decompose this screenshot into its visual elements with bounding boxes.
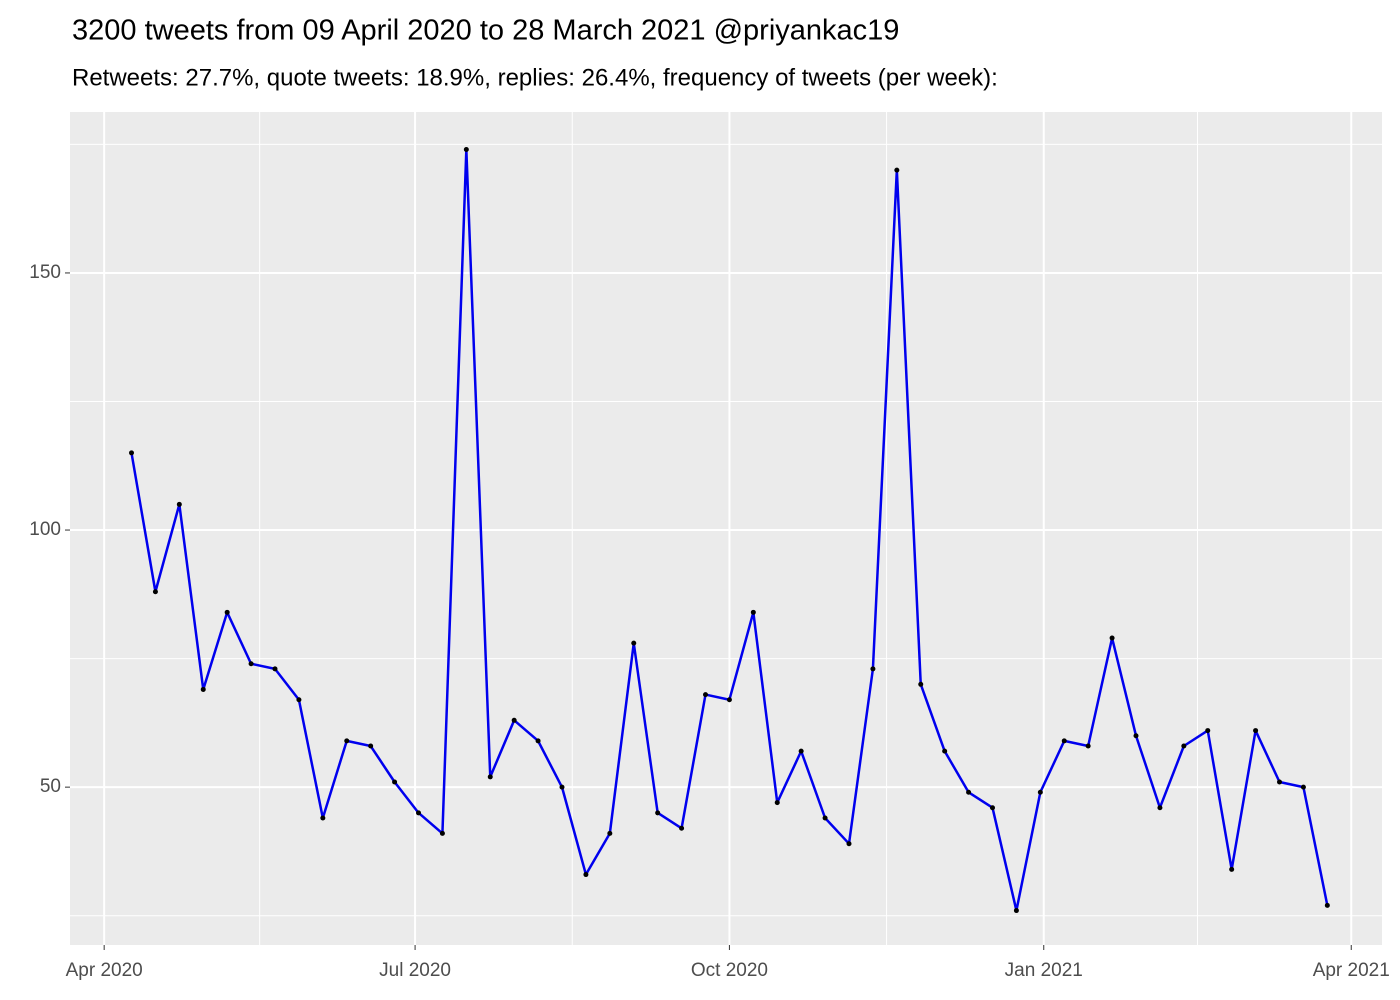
data-point bbox=[344, 738, 350, 744]
data-point bbox=[463, 147, 469, 153]
y-tick-label: 150 bbox=[29, 262, 61, 283]
data-point bbox=[1181, 743, 1187, 749]
data-point bbox=[535, 738, 541, 744]
data-point bbox=[176, 501, 182, 507]
x-tick-label: Jan 2021 bbox=[1005, 960, 1083, 981]
data-point bbox=[416, 810, 421, 816]
data-point bbox=[679, 825, 685, 831]
data-point bbox=[248, 661, 254, 667]
data-point bbox=[966, 789, 972, 795]
data-point bbox=[942, 748, 948, 754]
data-point bbox=[511, 717, 517, 723]
x-tick-label: Oct 2020 bbox=[691, 960, 768, 981]
data-point bbox=[798, 748, 804, 754]
data-point bbox=[870, 666, 876, 672]
data-point bbox=[200, 686, 206, 692]
data-point bbox=[1324, 902, 1330, 908]
data-point bbox=[392, 779, 398, 785]
data-point bbox=[272, 666, 278, 672]
data-point bbox=[320, 815, 326, 821]
data-point bbox=[1300, 784, 1306, 790]
data-point bbox=[583, 872, 589, 878]
data-point bbox=[129, 450, 134, 456]
data-point bbox=[439, 830, 445, 836]
data-point bbox=[1013, 908, 1019, 914]
data-point bbox=[990, 805, 995, 811]
data-point bbox=[607, 830, 613, 836]
data-point bbox=[655, 810, 661, 816]
data-point bbox=[822, 815, 828, 821]
data-point bbox=[846, 841, 852, 847]
data-point bbox=[559, 784, 565, 790]
data-point bbox=[1133, 733, 1139, 739]
x-tick-label: Apr 2020 bbox=[66, 960, 143, 981]
data-point bbox=[368, 743, 374, 749]
data-point bbox=[1085, 743, 1091, 749]
data-point bbox=[1037, 789, 1043, 795]
data-point bbox=[774, 800, 780, 806]
y-tick-label: 100 bbox=[29, 519, 61, 540]
data-point bbox=[1229, 866, 1235, 872]
data-point bbox=[1277, 779, 1282, 785]
chart-title: 3200 tweets from 09 April 2020 to 28 Mar… bbox=[72, 15, 899, 47]
data-point bbox=[224, 609, 230, 615]
data-point bbox=[152, 589, 158, 595]
data-point bbox=[296, 697, 302, 703]
x-tick-label: Jul 2020 bbox=[379, 960, 451, 981]
data-point bbox=[1205, 728, 1211, 734]
data-point bbox=[1157, 805, 1163, 811]
data-point bbox=[1109, 635, 1115, 641]
data-point bbox=[918, 681, 924, 687]
data-point bbox=[631, 640, 637, 646]
data-point bbox=[894, 167, 900, 173]
chart-subtitle: Retweets: 27.7%, quote tweets: 18.9%, re… bbox=[72, 64, 998, 91]
data-point bbox=[703, 692, 708, 698]
data-point bbox=[750, 609, 756, 615]
data-point bbox=[1253, 728, 1259, 734]
plot-panel bbox=[70, 112, 1382, 945]
x-tick-label: Apr 2021 bbox=[1313, 960, 1390, 981]
y-tick-label: 50 bbox=[40, 776, 61, 797]
data-point bbox=[726, 697, 732, 703]
data-point bbox=[487, 774, 493, 780]
data-point bbox=[1061, 738, 1067, 744]
